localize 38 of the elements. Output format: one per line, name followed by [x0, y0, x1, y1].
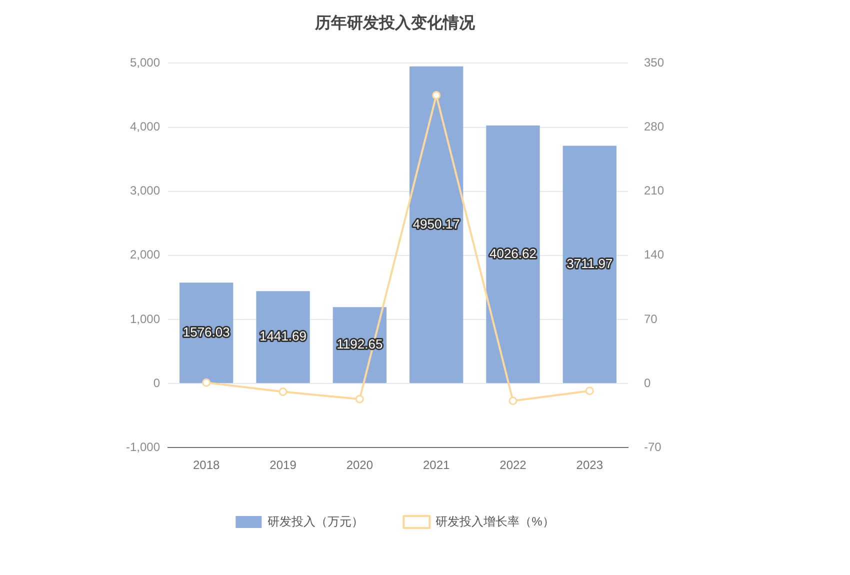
y2-tick-label: 280	[644, 120, 664, 134]
bar	[486, 126, 540, 384]
x-tick-label: 2019	[270, 458, 297, 472]
x-tick-label: 2023	[576, 458, 604, 472]
y-tick-label: 1,000	[130, 312, 160, 326]
y2-tick-label: 0	[644, 376, 651, 390]
y2-tick-label: 140	[644, 248, 664, 262]
x-tick-label: 2021	[422, 458, 450, 472]
point	[202, 378, 211, 387]
x-tick-label: 2020	[346, 458, 374, 472]
y-tick-label: 5,000	[130, 56, 160, 70]
bar	[410, 66, 464, 384]
data-label: 4950.17	[412, 216, 460, 232]
y2-tick-label: 350	[644, 56, 664, 70]
data-label: 4026.62	[489, 246, 536, 261]
point	[432, 90, 441, 100]
bar	[256, 291, 310, 384]
x-tick-label: 2022	[500, 458, 527, 472]
legend-label: 研发投入（万元）	[268, 514, 364, 528]
y2-tick-label: 70	[644, 312, 658, 326]
legend-label: 研发投入增长率（%）	[436, 514, 554, 528]
y-tick-label: 2,000	[130, 248, 160, 262]
y2-tick-label: 210	[644, 184, 664, 198]
data-label: 1441.69	[260, 328, 307, 344]
x-tick-label: 2018	[193, 458, 220, 472]
y-tick-label: 4,000	[130, 120, 160, 134]
point	[355, 394, 364, 404]
point	[278, 388, 288, 396]
y-tick-label: 0	[153, 376, 160, 390]
bar	[562, 146, 616, 384]
y2-tick-label: -70	[644, 440, 662, 454]
y-tick-label: -1,000	[126, 440, 160, 454]
y-tick-label: 3,000	[130, 184, 160, 198]
data-label: 3711.97	[566, 256, 613, 271]
point	[508, 396, 518, 406]
chart-title: 历年研发投入变化情况	[314, 14, 476, 32]
data-label: 1576.03	[182, 324, 230, 340]
point	[585, 386, 594, 396]
